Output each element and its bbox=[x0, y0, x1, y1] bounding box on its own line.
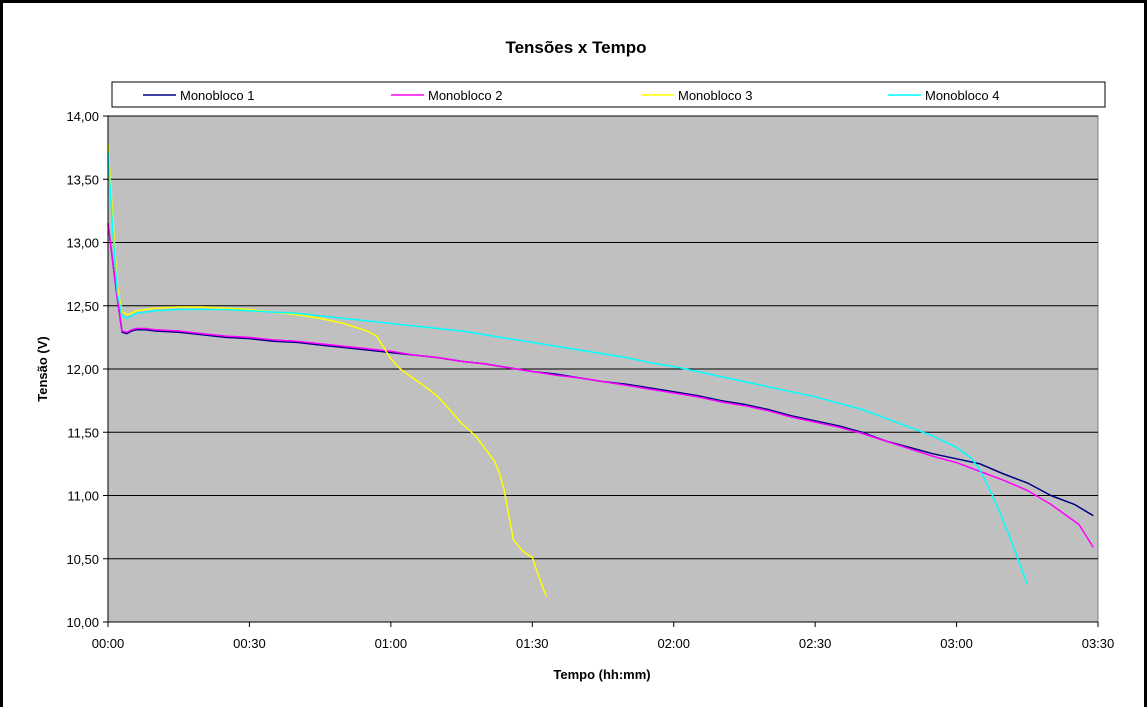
y-tick-label: 12,50 bbox=[66, 299, 99, 314]
x-tick-label: 02:30 bbox=[799, 636, 832, 651]
x-tick-label: 00:00 bbox=[92, 636, 125, 651]
series-line-monobloco-2 bbox=[107, 223, 1094, 548]
legend-label: Monobloco 3 bbox=[678, 88, 752, 103]
legend: Monobloco 1 Monobloco 2 Monobloco 3 Monoblo… bbox=[143, 88, 999, 103]
x-axis-title: Tempo (hh:mm) bbox=[553, 667, 650, 682]
y-tick-label: 13,50 bbox=[66, 172, 99, 187]
y-tick-label: 12,00 bbox=[66, 362, 99, 377]
series-line-monobloco-4 bbox=[107, 151, 1029, 585]
legend-label: Monobloco 2 bbox=[428, 88, 502, 103]
x-tick-label: 03:30 bbox=[1082, 636, 1115, 651]
x-tick-label: 02:00 bbox=[657, 636, 690, 651]
series-group bbox=[107, 143, 1094, 597]
y-tick-label: 10,50 bbox=[66, 552, 99, 567]
y-tick-label: 10,00 bbox=[66, 615, 99, 630]
y-tick-label: 14,00 bbox=[66, 109, 99, 124]
x-tick-label: 03:00 bbox=[940, 636, 973, 651]
y-tick-label: 11,00 bbox=[67, 489, 99, 504]
y-axis-title: Tensão (V) bbox=[35, 336, 50, 402]
x-tick-label: 01:00 bbox=[375, 636, 408, 651]
x-tick-label: 00:30 bbox=[233, 636, 266, 651]
legend-box bbox=[111, 81, 1106, 108]
x-tick-label: 01:30 bbox=[516, 636, 549, 651]
legend-label: Monobloco 1 bbox=[180, 88, 254, 103]
y-tick-label: 13,00 bbox=[66, 236, 99, 251]
series-line-monobloco-3 bbox=[107, 143, 548, 597]
y-tick-labels: 10,00 10,50 11,00 11,50 12,00 12,50 13,00 13,50… bbox=[66, 109, 99, 630]
x-tick-labels: 00:00 00:30 01:00 01:30 02:00 02:30 03:00 03:30 bbox=[92, 636, 1115, 651]
gridlines bbox=[103, 115, 1099, 627]
y-tick-label: 11,50 bbox=[67, 425, 99, 440]
legend-label: Monobloco 4 bbox=[925, 88, 999, 103]
chart-title: Tensões x Tempo bbox=[505, 38, 646, 57]
axes bbox=[107, 116, 1098, 623]
